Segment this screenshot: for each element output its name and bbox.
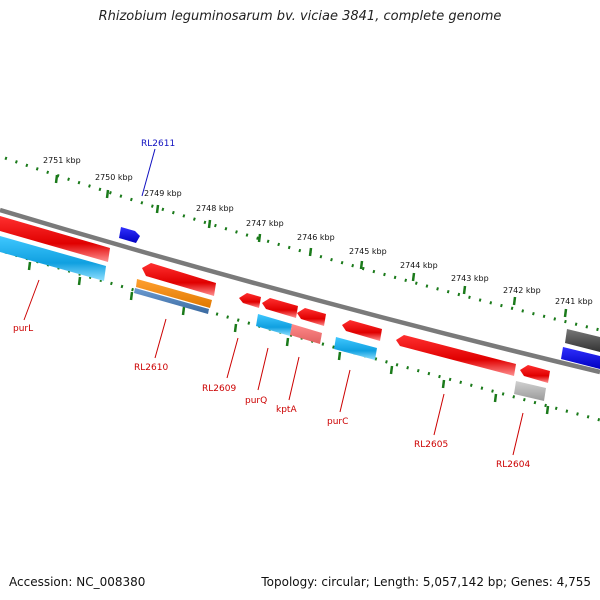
tick-label: 2744 kbp [400, 261, 438, 270]
gene-purQ-cds[interactable] [262, 298, 298, 318]
gene-RL2610-steel[interactable] [134, 288, 209, 314]
tick-label: 2742 kbp [503, 286, 541, 295]
inner-major-ticks [27, 261, 550, 415]
tick-label: 2750 kbp [95, 173, 133, 182]
gene-right-dark-block[interactable] [565, 329, 600, 352]
gene-RL2605-cds[interactable] [396, 335, 516, 376]
gene-label-RL2610[interactable]: RL2610 [134, 363, 168, 373]
leader-lines [23, 148, 524, 456]
gene-label-RL2609[interactable]: RL2609 [202, 384, 236, 394]
tick-label: 2741 kbp [555, 297, 593, 306]
gene-label-purQ[interactable]: purQ [245, 396, 267, 406]
gene-RL2609-cds[interactable] [239, 293, 261, 308]
gene-labels: RL2611 purL RL2610 RL2609 purQ kptA purC… [13, 139, 530, 470]
gene-label-RL2604[interactable]: RL2604 [496, 460, 530, 470]
gene-RL2610-orange[interactable] [136, 279, 212, 308]
tick-label: 2751 kbp [43, 156, 81, 165]
gene-label-RL2611[interactable]: RL2611 [141, 139, 175, 149]
tick-label: 2747 kbp [246, 219, 284, 228]
gene-label-purC[interactable]: purC [327, 417, 348, 427]
gene-purQ-feature[interactable] [256, 314, 292, 336]
gene-label-kptA[interactable]: kptA [276, 405, 297, 415]
gene-label-purL[interactable]: purL [13, 324, 33, 334]
tick-label: 2749 kbp [144, 189, 182, 198]
map-title: Rhizobium leguminosarum bv. viciae 3841,… [98, 9, 502, 24]
scale-labels: 2751 kbp 2750 kbp 2749 kbp 2748 kbp 2747… [43, 156, 593, 306]
gene-RL2611-block[interactable] [119, 227, 140, 243]
outer-major-ticks [54, 174, 568, 318]
gene-RL2610-cds[interactable] [142, 263, 216, 296]
gene-RL2604-feature[interactable] [514, 381, 546, 401]
genome-backbone [0, 207, 600, 375]
gene-purC-cds[interactable] [342, 320, 382, 341]
gene-kptA-cds[interactable] [297, 308, 326, 326]
accession-text: Accession: NC_008380 [9, 575, 146, 589]
tick-label: 2743 kbp [451, 274, 489, 283]
gene-purL-cds[interactable] [0, 216, 110, 262]
gene-right-blue-block[interactable] [561, 347, 600, 369]
tick-label: 2748 kbp [196, 204, 234, 213]
gene-purL-feature[interactable] [0, 236, 106, 281]
genome-summary-text: Topology: circular; Length: 5,057,142 bp… [261, 575, 591, 589]
gene-RL2604-cds[interactable] [520, 365, 550, 383]
gene-purC-feature[interactable] [334, 337, 377, 360]
gene-kptA-feature[interactable] [290, 324, 322, 344]
tick-label: 2745 kbp [349, 247, 387, 256]
gene-label-RL2605[interactable]: RL2605 [414, 440, 448, 450]
tick-label: 2746 kbp [297, 233, 335, 242]
feature-track [0, 216, 600, 401]
